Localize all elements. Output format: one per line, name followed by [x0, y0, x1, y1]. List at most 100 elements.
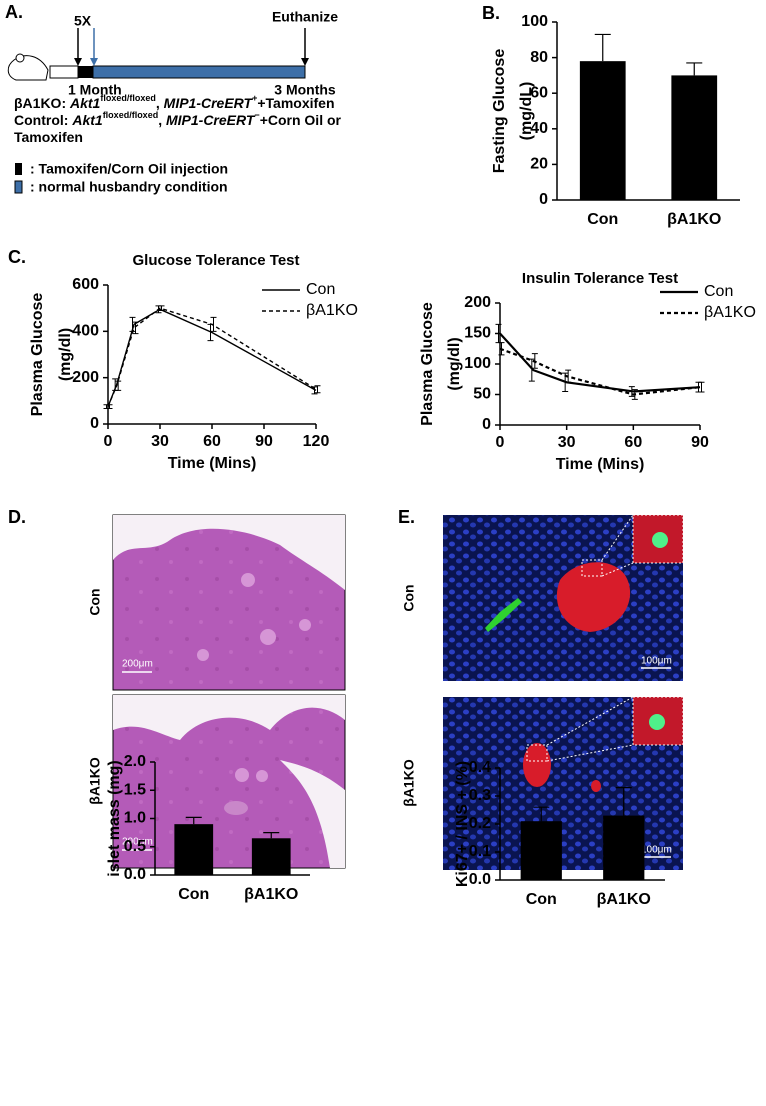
error-bar	[263, 832, 280, 839]
arrowhead	[90, 58, 98, 66]
series-line	[499, 332, 701, 393]
text-segment: βA1KO:	[14, 95, 70, 111]
error-bar	[115, 380, 122, 391]
y-tick-label: 0.0	[469, 871, 491, 888]
bar	[671, 75, 718, 200]
islet	[523, 743, 551, 787]
islet	[260, 629, 276, 645]
ki67-signal	[652, 532, 668, 548]
text-segment: Akt1	[69, 95, 101, 111]
text-segment: ,	[156, 95, 164, 111]
text-segment: +	[252, 93, 257, 103]
text-segment: +Tamoxifen	[257, 95, 334, 111]
timeline-segment	[78, 66, 93, 78]
ki67-signal	[649, 714, 665, 730]
y-tick-label: 400	[72, 323, 99, 340]
ki67-signal	[485, 598, 522, 632]
islet	[556, 562, 631, 632]
scale-label: 100μm	[641, 656, 672, 667]
row-label: Con	[401, 584, 417, 611]
series-line	[499, 347, 701, 396]
error-bar	[498, 342, 505, 356]
bar	[603, 815, 645, 880]
y-tick-label: 80	[530, 49, 548, 66]
error-bar	[106, 404, 113, 409]
y-tick-label: 0	[482, 416, 491, 433]
y-tick-label: 20	[530, 156, 548, 173]
bar	[174, 824, 214, 875]
histology: 200μm 200μm Con βA1KO	[87, 514, 346, 869]
y-tick-label: 0	[539, 191, 548, 208]
y-tick-label: 0	[90, 415, 99, 432]
background	[113, 515, 345, 590]
panel-label: B.	[482, 3, 500, 23]
text-segment: Tamoxifen	[14, 129, 83, 145]
chart-title: Glucose Tolerance Test	[133, 252, 300, 269]
error-bar	[185, 816, 202, 825]
row-label: βA1KO	[87, 757, 103, 805]
y-tick-label: 0.2	[469, 815, 491, 832]
error-bar	[615, 787, 632, 816]
legend-label: Con	[704, 283, 733, 300]
y-axis-label: (mg/dl)	[446, 337, 463, 390]
islet	[591, 780, 601, 792]
genotype-line: βA1KO: Akt1floxed/floxed, MIP1-CreERT++T…	[14, 93, 335, 110]
y-tick-label: 60	[530, 84, 548, 101]
text-segment: ,	[158, 112, 166, 128]
x-tick-label: 120	[303, 433, 330, 450]
islet	[299, 619, 311, 631]
legend-label: βA1KO	[306, 302, 358, 319]
error-bar	[210, 316, 217, 332]
timeline-segment	[92, 65, 306, 79]
end-label: Euthanize	[272, 9, 338, 25]
x-axis-label: Time (Mins)	[556, 456, 645, 473]
panel-label: E.	[398, 507, 415, 527]
error-bar	[686, 62, 703, 76]
x-tick-label: 30	[151, 433, 169, 450]
timeline-segment	[49, 65, 79, 79]
islet	[256, 770, 268, 782]
genotype-line: Tamoxifen	[14, 129, 83, 145]
y-axis-label: Plasma Glucose	[29, 293, 46, 417]
x-tick-label: βA1KO	[597, 891, 651, 908]
y-tick-label: 40	[530, 120, 548, 137]
y-tick-label: 0.5	[124, 838, 146, 855]
text-segment: floxed/floxed	[103, 110, 159, 120]
legend-text: : Tamoxifen/Corn Oil injection	[30, 161, 228, 177]
y-tick-label: 0.3	[469, 787, 491, 804]
y-axis-label: Plasma Glucose	[419, 302, 436, 426]
x-tick-label: 60	[624, 434, 642, 451]
y-tick-label: 0.4	[469, 759, 491, 776]
y-tick-label: 600	[72, 276, 99, 293]
dose-label: 5X	[74, 13, 92, 29]
x-tick-label: βA1KO	[667, 211, 721, 228]
text-segment: −	[254, 110, 259, 120]
islet	[224, 801, 248, 815]
x-tick-label: βA1KO	[244, 886, 298, 903]
bar	[520, 821, 562, 880]
x-tick-label: Con	[587, 211, 618, 228]
y-tick-label: 100	[521, 13, 548, 30]
background	[113, 695, 345, 740]
y-axis-label: Fasting Glucose	[491, 49, 508, 174]
x-tick-label: 30	[558, 434, 576, 451]
islet	[197, 649, 209, 661]
y-tick-label: 1.5	[124, 781, 146, 798]
row-label: βA1KO	[401, 759, 417, 807]
legend-text: : normal husbandry condition	[30, 179, 228, 195]
x-tick-label: Con	[526, 891, 557, 908]
error-bar	[698, 381, 705, 393]
legend-swatch	[14, 180, 23, 194]
bar	[251, 838, 291, 875]
time-label: 3 Months	[274, 82, 336, 98]
inset-frame	[526, 744, 548, 762]
y-tick-label: 0.1	[469, 843, 491, 860]
text-segment: floxed/floxed	[100, 93, 156, 103]
mouse-ear	[15, 53, 25, 63]
y-tick-label: 1.0	[124, 810, 146, 827]
y-axis-label: (mg/dl)	[57, 328, 74, 381]
